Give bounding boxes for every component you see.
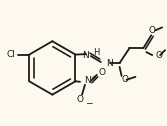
Text: N: N xyxy=(82,51,89,60)
Text: O: O xyxy=(76,95,84,104)
Text: +: + xyxy=(90,75,96,81)
Text: Cl: Cl xyxy=(6,50,15,59)
Text: O: O xyxy=(149,26,156,35)
Text: O: O xyxy=(122,75,129,84)
Text: N: N xyxy=(84,76,91,85)
Text: −: − xyxy=(85,98,93,107)
Text: O: O xyxy=(155,51,162,60)
Text: H: H xyxy=(93,48,99,57)
Text: N: N xyxy=(106,58,113,68)
Text: O: O xyxy=(99,68,106,77)
